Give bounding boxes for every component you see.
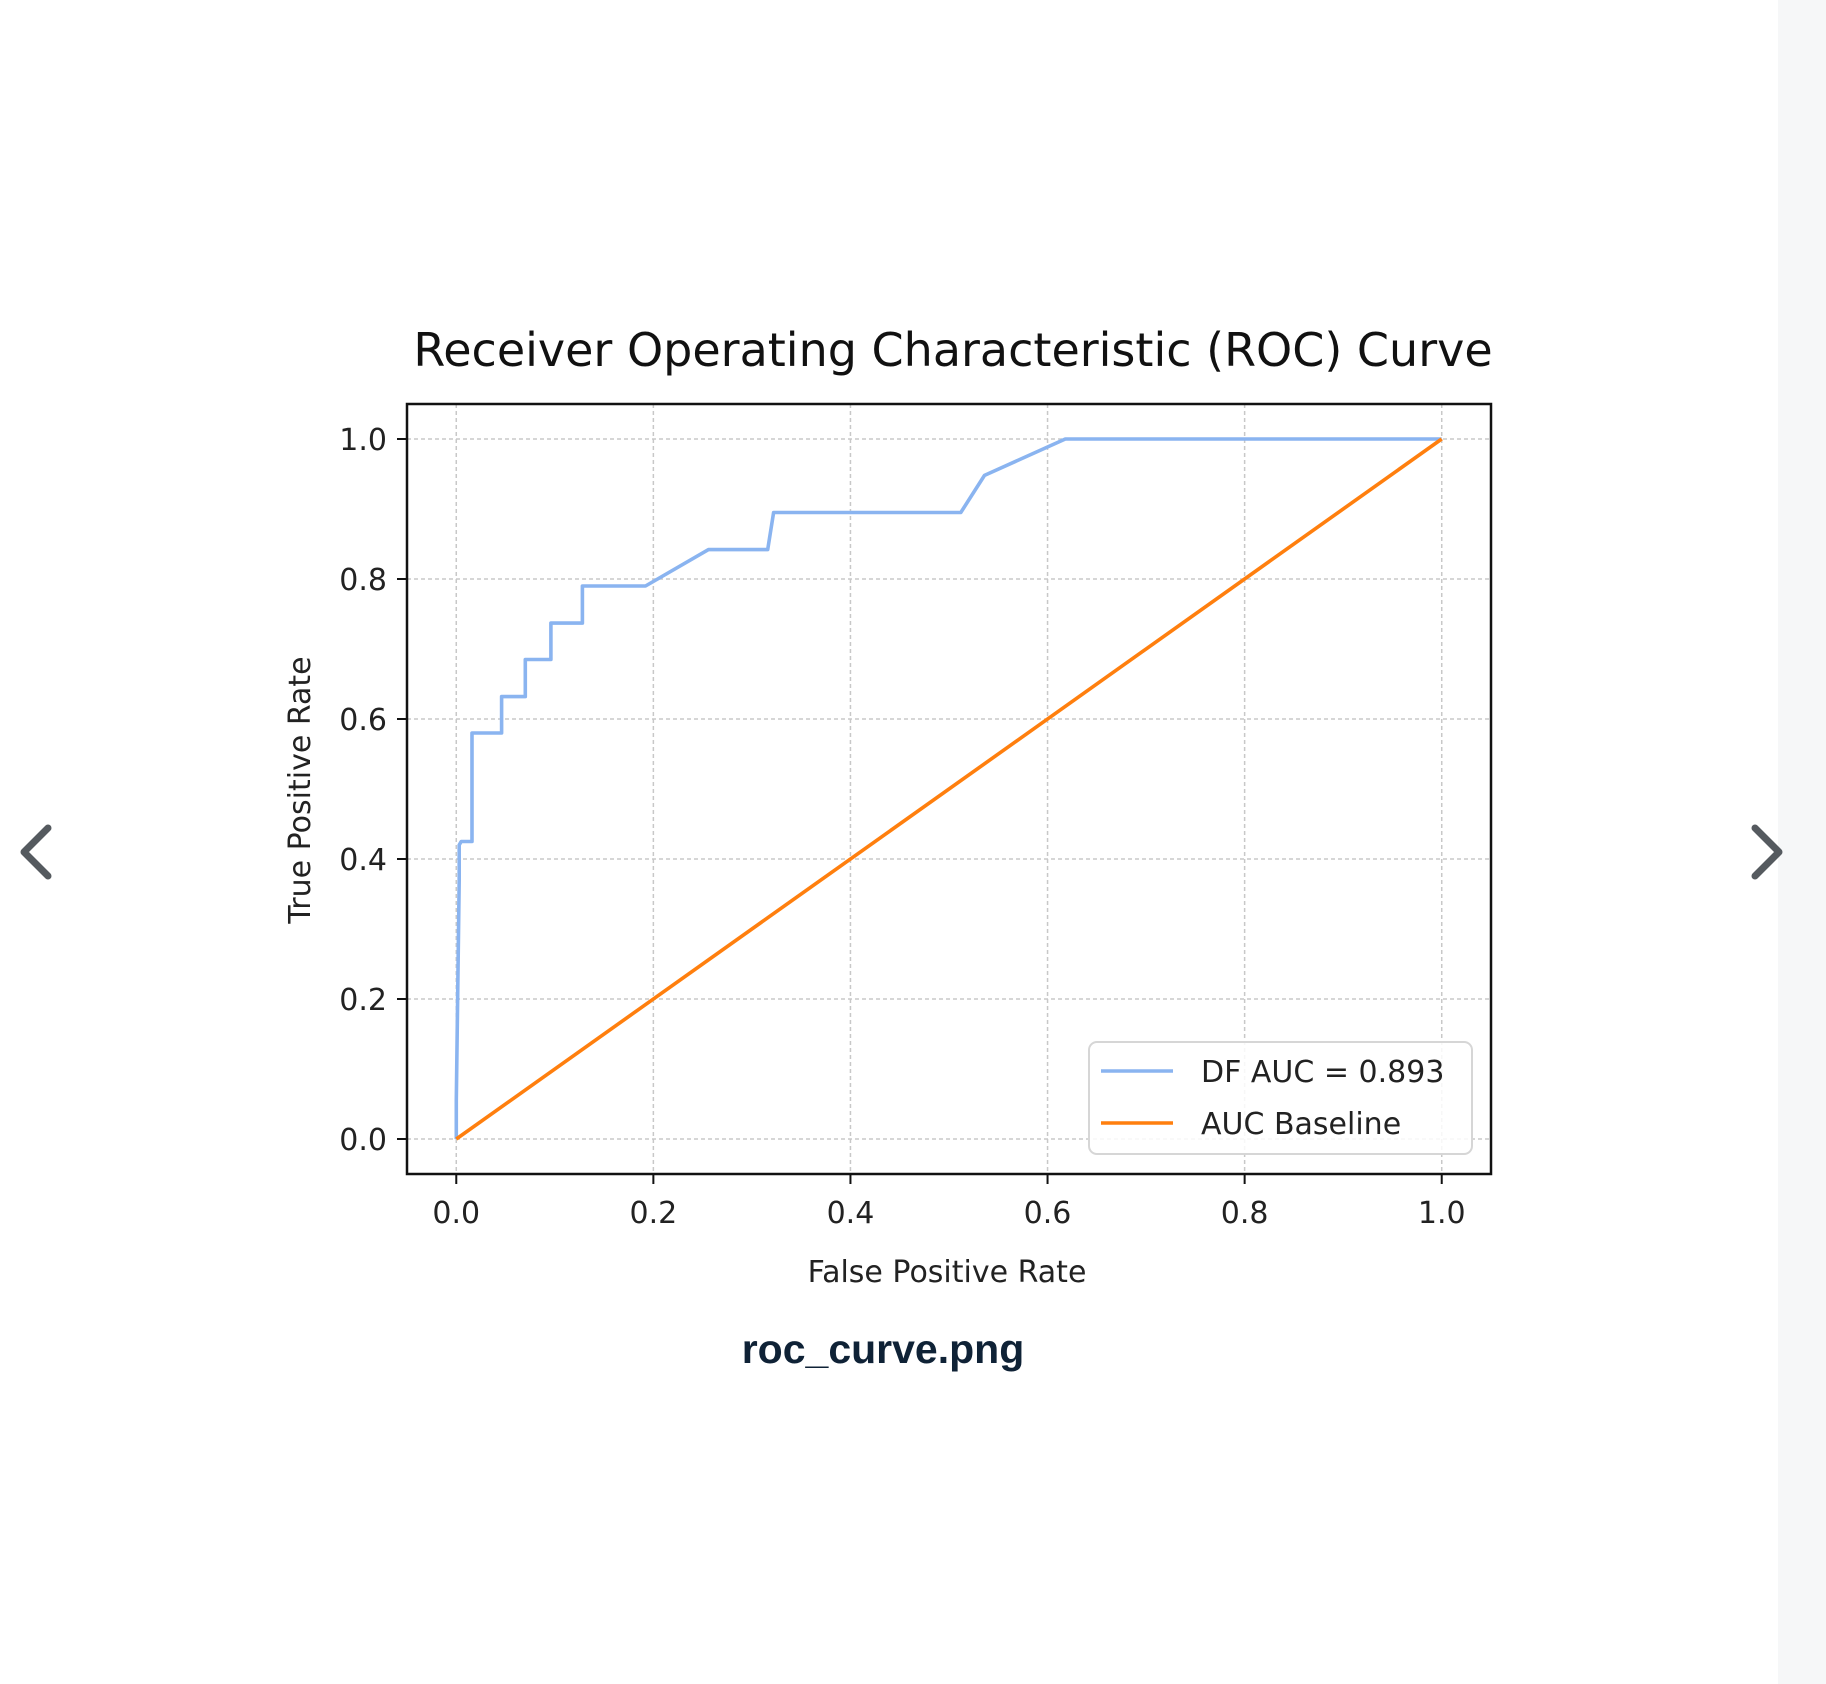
previous-image-button[interactable] — [17, 820, 57, 884]
legend-box — [1088, 1041, 1473, 1155]
y-tick-label: 0.4 — [339, 843, 387, 878]
y-tick-label: 1.0 — [339, 423, 387, 458]
chevron-left-icon — [20, 824, 52, 880]
x-axis-label: False Positive Rate — [808, 1255, 1087, 1290]
next-image-button[interactable] — [1746, 820, 1786, 884]
legend-label: AUC Baseline — [1201, 1107, 1401, 1142]
x-tick-label: 1.0 — [1418, 1196, 1466, 1231]
image-caption: roc_curve.png — [741, 1326, 1025, 1372]
y-axis-label: True Positive Rate — [283, 656, 318, 924]
x-tick-label: 0.8 — [1221, 1196, 1269, 1231]
y-tick-label: 0.6 — [339, 703, 387, 738]
x-tick-label: 0.6 — [1024, 1196, 1072, 1231]
y-tick-label: 0.8 — [339, 563, 387, 598]
x-tick-label: 0.4 — [827, 1196, 875, 1231]
legend-label: DF AUC = 0.893 — [1201, 1055, 1444, 1090]
roc-curve-line — [454, 437, 1442, 1139]
x-tick-label: 0.2 — [630, 1196, 678, 1231]
baseline-line — [455, 437, 1443, 1141]
scrollbar-track[interactable] — [1778, 0, 1826, 1684]
chevron-right-icon — [1751, 824, 1783, 880]
y-tick-label: 0.0 — [339, 1123, 387, 1158]
y-tick-label: 0.2 — [339, 983, 387, 1018]
x-tick-label: 0.0 — [432, 1196, 480, 1231]
chart-title: Receiver Operating Characteristic (ROC) … — [413, 323, 1492, 377]
plot-frame — [405, 402, 1493, 1176]
